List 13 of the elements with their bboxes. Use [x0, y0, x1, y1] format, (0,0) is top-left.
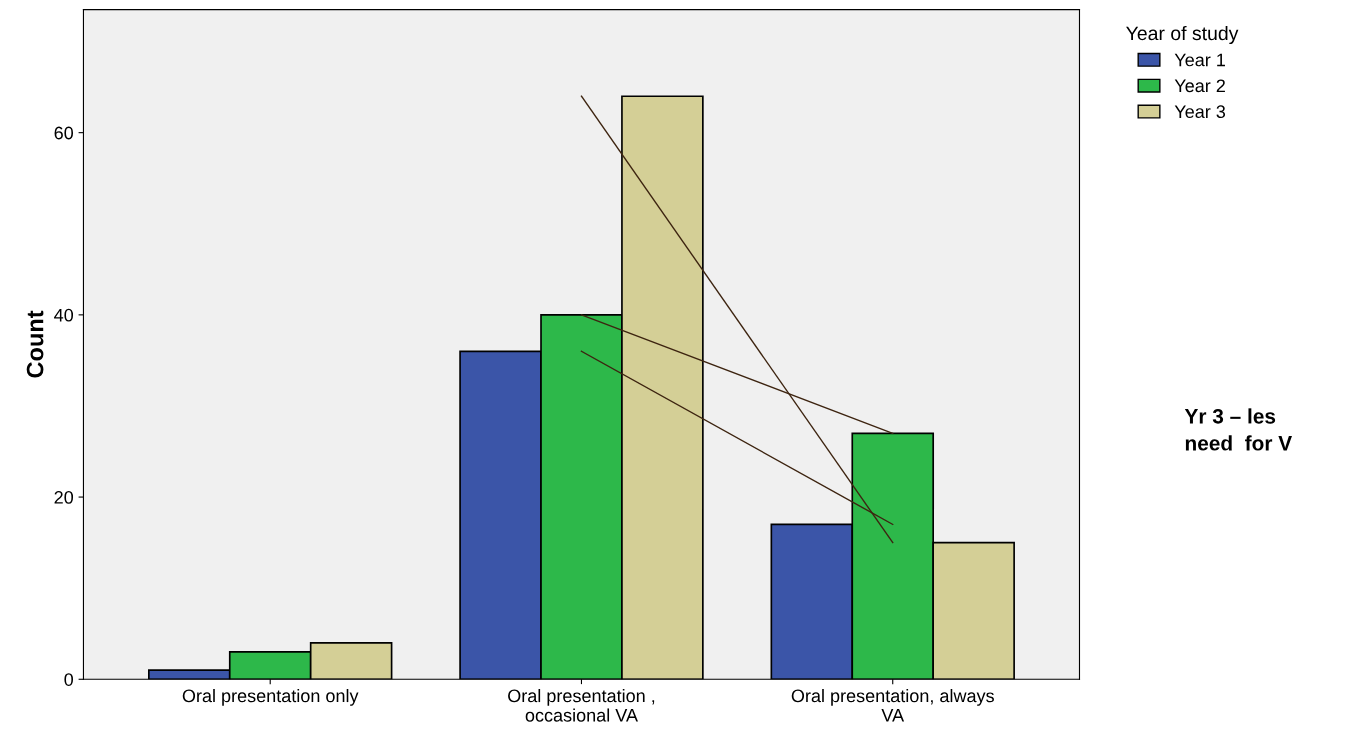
y-tick-label: 40 [54, 308, 74, 322]
y-tick-label: 20 [54, 491, 74, 504]
y-tick-label: 60 [54, 126, 74, 140]
legend-label: Year 1 [1174, 53, 1225, 67]
legend-label: Year 2 [1174, 79, 1225, 93]
legend-title: Year of study [1126, 25, 1239, 45]
x-tick-label: Oral presentation , occasional VA [508, 688, 655, 722]
text: Yr 3 – les need for V [1184, 408, 1292, 451]
y-axis-title: Count [26, 310, 44, 378]
y-tick-label: 0 [64, 673, 74, 686]
x-tick-label: Oral presentation only [182, 688, 359, 706]
x-tick-label: Oral presentation, always VA [791, 688, 994, 722]
legend-label: Year 3 [1174, 105, 1226, 119]
